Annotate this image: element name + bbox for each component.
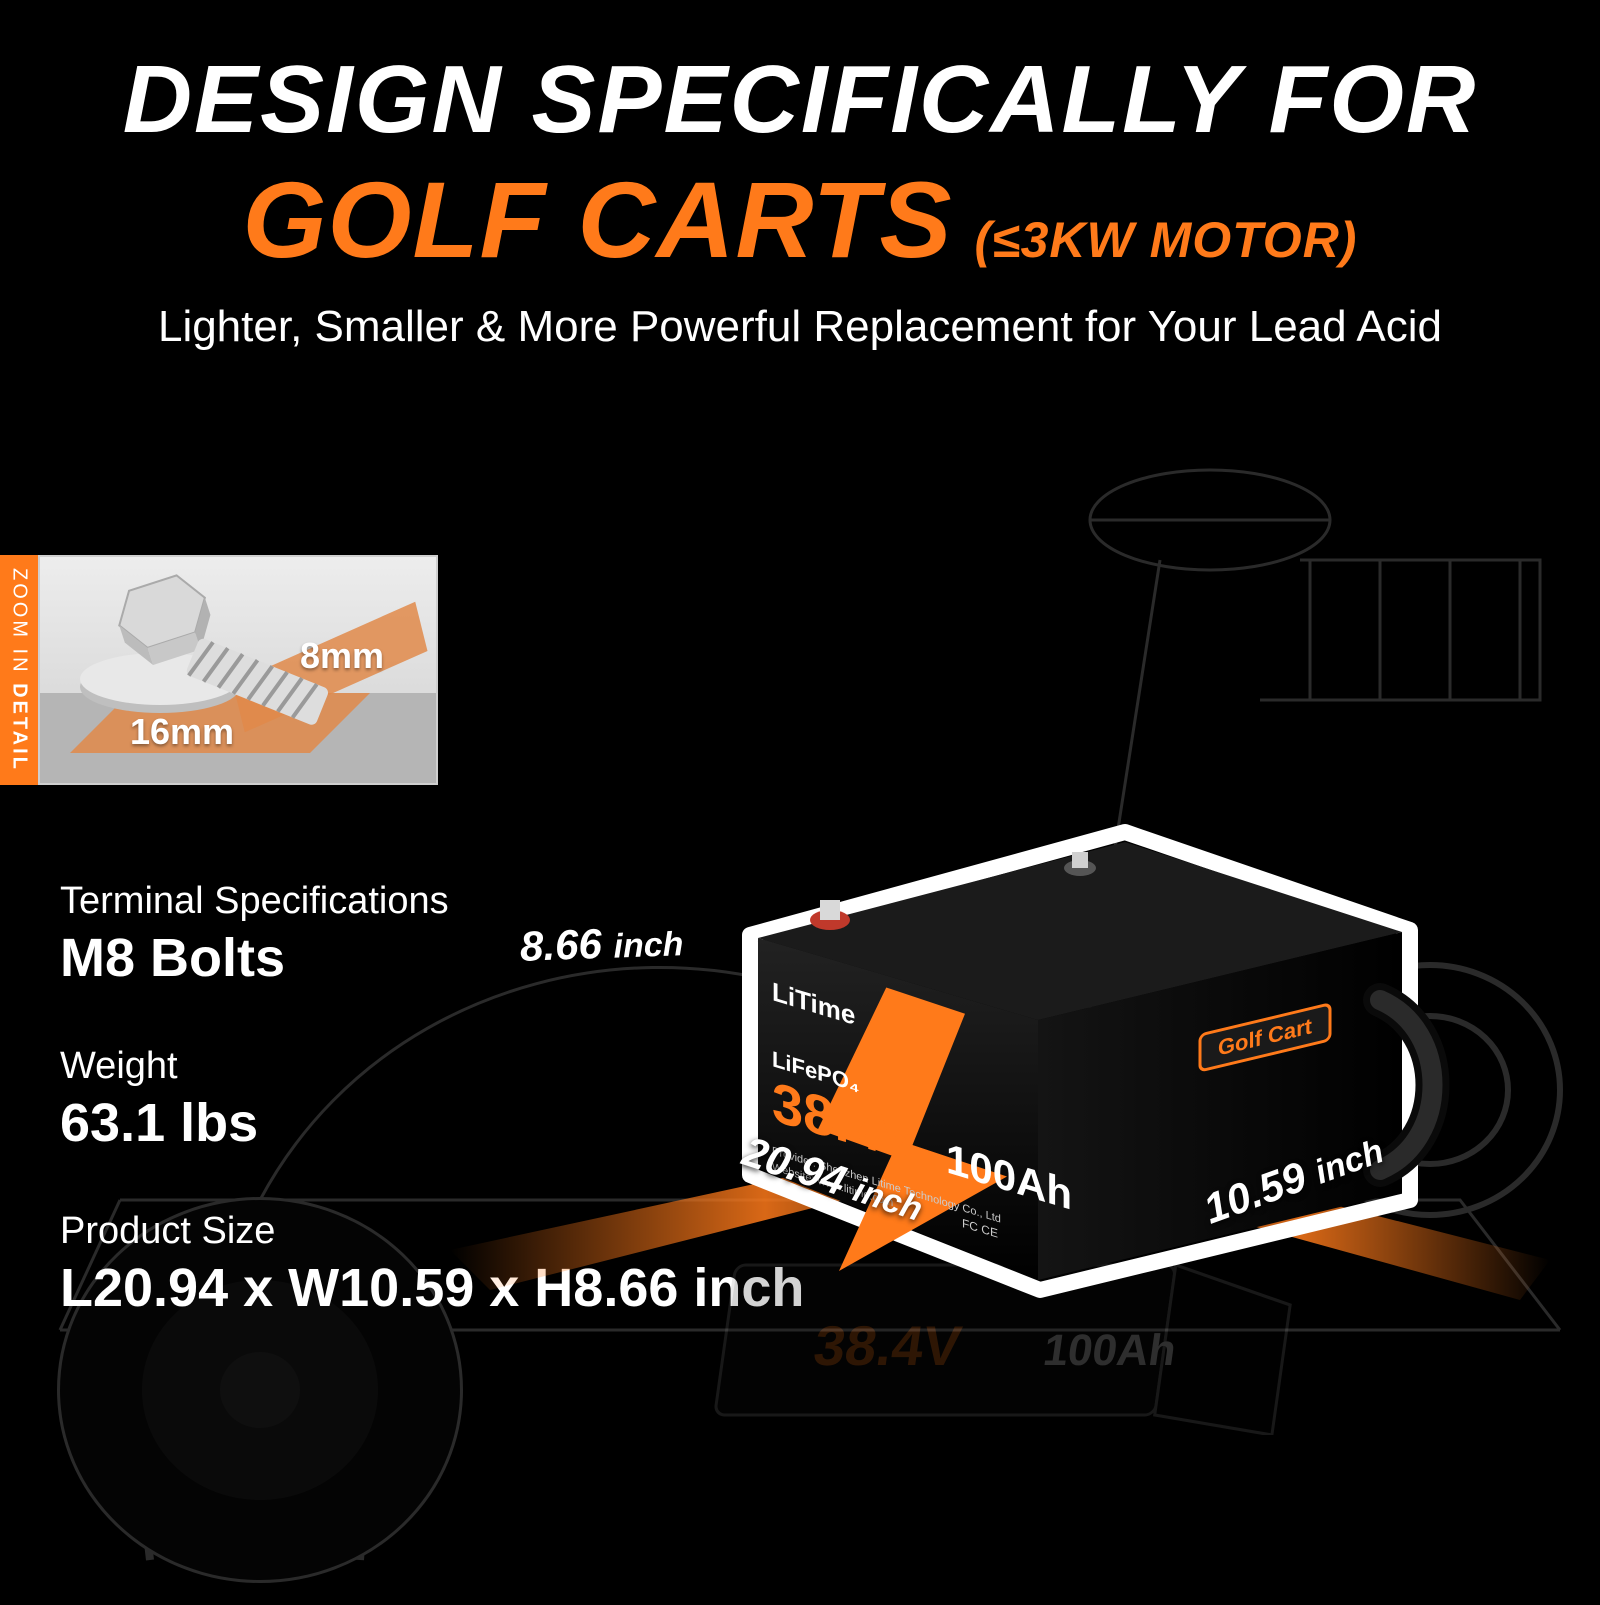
spec-label: Terminal Specifications [60, 880, 804, 923]
bolt-detail-inset: 8mm 16mm [38, 555, 438, 785]
spec-value: M8 Bolts [60, 927, 804, 989]
zoom-tab-prefix: ZOOM IN [9, 568, 31, 683]
headline-sub: Lighter, Smaller & More Powerful Replace… [0, 302, 1600, 352]
spec-item: Product Size L20.94 x W10.59 x H8.66 inc… [60, 1210, 804, 1319]
headline-motor-spec: (≤3KW MOTOR) [975, 211, 1358, 269]
bolt-dim-diameter: 8mm [300, 635, 384, 677]
dim-width: 10.59 inch [1197, 1125, 1389, 1234]
bolt-dim-length: 16mm [130, 711, 234, 753]
spec-label: Weight [60, 1045, 804, 1088]
spec-label: Product Size [60, 1210, 804, 1253]
battery-cert: FC CE [962, 1216, 998, 1240]
headline-block: DESIGN SPECIFICALLY FOR GOLF CARTS (≤3KW… [0, 50, 1600, 352]
spec-item: Weight 63.1 lbs [60, 1045, 804, 1154]
spec-list: Terminal Specifications M8 Bolts Weight … [60, 880, 804, 1375]
spec-item: Terminal Specifications M8 Bolts [60, 880, 804, 989]
svg-text:38.4V: 38.4V [810, 1314, 966, 1377]
zoom-detail-tab: ZOOM IN DETAIL [0, 555, 38, 785]
dim-height: 8.66 inch [519, 917, 684, 971]
battery-capacity: 100Ah [946, 1135, 1072, 1220]
zoom-tab-bold: DETAIL [9, 683, 31, 772]
spec-value: L20.94 x W10.59 x H8.66 inch [60, 1257, 804, 1319]
headline-accent: GOLF CARTS [243, 157, 953, 282]
battery-badge: Golf Cart [1218, 1013, 1313, 1060]
headline-line1: DESIGN SPECIFICALLY FOR [0, 50, 1600, 151]
svg-text:100Ah: 100Ah [1040, 1326, 1179, 1375]
spec-value: 63.1 lbs [60, 1092, 804, 1154]
